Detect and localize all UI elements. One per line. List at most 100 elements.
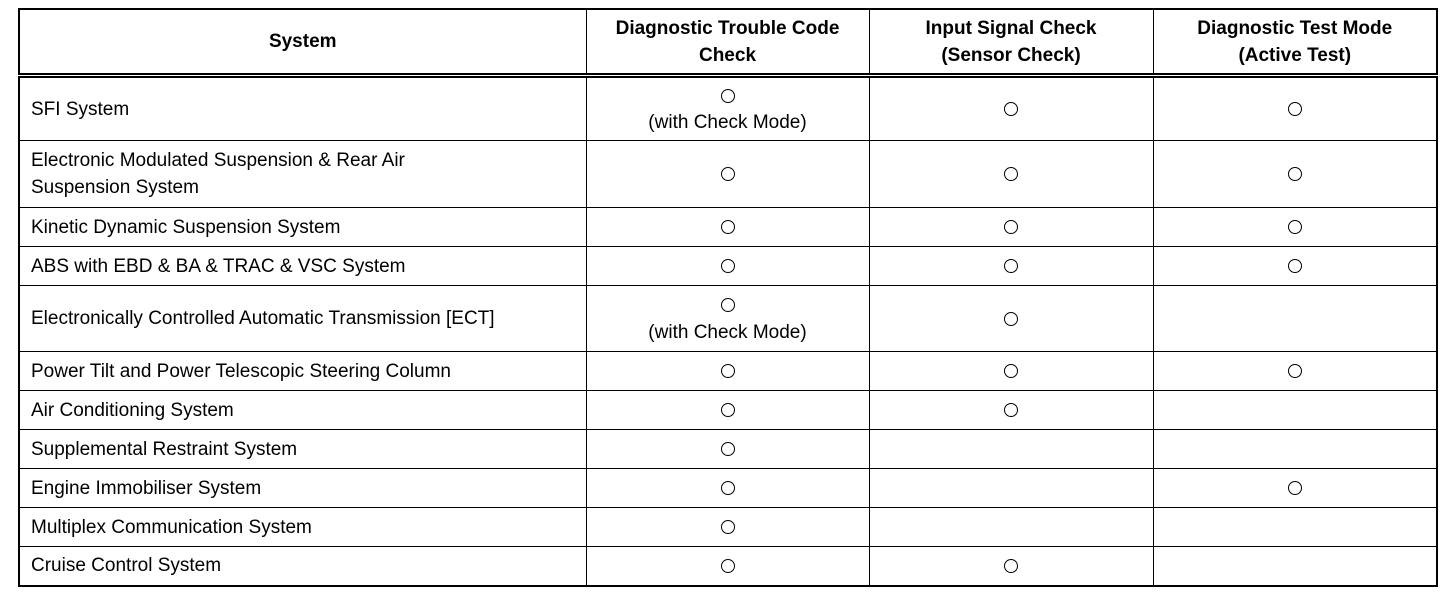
input-cell xyxy=(868,390,1154,430)
circle-mark-icon xyxy=(1287,167,1302,182)
table-row: Kinetic Dynamic Suspension System xyxy=(18,207,1438,247)
active-cell xyxy=(1152,140,1438,208)
header-text: System xyxy=(268,31,337,52)
column-header-diagnostic-trouble-code-check: Diagnostic Trouble Code Check xyxy=(585,8,870,78)
active-cell xyxy=(1152,468,1438,508)
circle-mark-icon xyxy=(720,559,735,574)
table-row: Air Conditioning System xyxy=(18,390,1438,430)
active-cell xyxy=(1152,390,1438,430)
input-cell xyxy=(868,546,1154,586)
circle-mark-icon xyxy=(1004,403,1018,418)
active-cell xyxy=(1152,429,1438,469)
dtc-cell xyxy=(585,246,870,286)
dtc-cell xyxy=(585,207,870,247)
table-row: Engine Immobiliser System xyxy=(18,468,1438,508)
system-name: SFI System xyxy=(31,98,130,120)
dtc-cell xyxy=(585,468,870,508)
system-name: ABS with EBD & BA & TRAC & VSC System xyxy=(31,255,406,277)
system-name-cell: SFI System xyxy=(18,75,587,141)
circle-mark-icon xyxy=(720,167,735,182)
system-name-cell: Cruise Control System xyxy=(18,546,587,586)
circle-mark-icon xyxy=(1287,259,1302,274)
column-header-diagnostic-test-mode: Diagnostic Test Mode (Active Test) xyxy=(1152,8,1438,78)
system-name: Engine Immobiliser System xyxy=(31,477,262,499)
system-name: Electronically Controlled Automatic Tran… xyxy=(31,308,495,329)
header-text: Diagnostic Trouble Code xyxy=(615,17,840,39)
active-cell xyxy=(1152,507,1438,547)
circle-mark-icon xyxy=(1287,364,1302,379)
dtc-cell xyxy=(585,546,870,586)
circle-mark-icon xyxy=(1287,481,1302,496)
circle-mark-icon xyxy=(1004,364,1018,379)
dtc-cell xyxy=(585,507,870,547)
input-cell xyxy=(868,285,1154,352)
dtc-cell xyxy=(585,351,870,391)
system-name-cell: Engine Immobiliser System xyxy=(18,468,587,508)
circle-mark-icon xyxy=(1004,311,1018,326)
input-cell xyxy=(868,246,1154,286)
circle-mark-icon xyxy=(720,520,735,535)
dtc-cell: (with Check Mode) xyxy=(585,285,870,352)
input-cell xyxy=(868,140,1154,208)
dtc-cell xyxy=(585,140,870,208)
system-name-cell: Supplemental Restraint System xyxy=(18,429,587,469)
circle-mark-icon xyxy=(720,88,735,103)
header-text: (Sensor Check) xyxy=(941,44,1081,66)
dtc-cell xyxy=(585,429,870,469)
system-name-cell: Air Conditioning System xyxy=(18,390,587,430)
system-name: Power Tilt and Power Telescopic Steering… xyxy=(31,360,451,382)
table-row: Multiplex Communication System xyxy=(18,507,1438,547)
circle-mark-icon xyxy=(720,442,735,457)
circle-mark-icon xyxy=(720,259,735,274)
input-cell xyxy=(868,75,1154,141)
table-row: SFI System (with Check Mode) xyxy=(18,75,1438,141)
diagnostic-function-table: System Diagnostic Trouble Code Check Input … xyxy=(18,8,1438,587)
table-row: Cruise Control System xyxy=(18,546,1438,586)
active-cell xyxy=(1152,246,1438,286)
active-cell xyxy=(1152,351,1438,391)
circle-mark-icon xyxy=(720,364,735,379)
circle-mark-icon xyxy=(1287,220,1302,235)
input-cell xyxy=(868,351,1154,391)
system-name: Cruise Control System xyxy=(31,555,222,577)
column-header-input-signal-check: Input Signal Check (Sensor Check) xyxy=(868,8,1154,78)
input-cell xyxy=(868,468,1154,508)
table-row: Electronically Controlled Automatic Tran… xyxy=(18,285,1438,352)
system-name: Kinetic Dynamic Suspension System xyxy=(31,216,341,238)
system-name: Supplemental Restraint System xyxy=(31,438,298,460)
system-name-cell: ABS with EBD & BA & TRAC & VSC System xyxy=(18,246,587,286)
circle-mark-icon xyxy=(1004,102,1018,117)
system-name-cell: Kinetic Dynamic Suspension System xyxy=(18,207,587,247)
dtc-cell xyxy=(585,390,870,430)
system-name-cell: Power Tilt and Power Telescopic Steering… xyxy=(18,351,587,391)
circle-mark-icon xyxy=(720,481,735,496)
system-name-cell: Multiplex Communication System xyxy=(18,507,587,547)
circle-mark-icon xyxy=(1287,102,1302,117)
circle-mark-icon xyxy=(720,298,735,313)
input-cell xyxy=(868,207,1154,247)
header-text: Diagnostic Test Mode xyxy=(1197,17,1393,39)
input-cell xyxy=(868,429,1154,469)
circle-mark-icon xyxy=(720,403,735,418)
system-name-cell: Electronic Modulated Suspension & Rear A… xyxy=(18,140,587,208)
header-text: (Active Test) xyxy=(1238,44,1352,66)
active-cell xyxy=(1152,285,1438,352)
circle-mark-icon xyxy=(1004,559,1018,574)
circle-mark-icon xyxy=(1004,220,1018,235)
system-name: Multiplex Communication System xyxy=(31,516,312,538)
input-cell xyxy=(868,507,1154,547)
table-row: Electronic Modulated Suspension & Rear A… xyxy=(18,140,1438,208)
check-mode-note: (with Check Mode) xyxy=(648,321,807,343)
table-row: Power Tilt and Power Telescopic Steering… xyxy=(18,351,1438,391)
circle-mark-icon xyxy=(720,220,735,235)
header-text: Check xyxy=(698,44,757,66)
column-header-system: System xyxy=(18,8,587,78)
active-cell xyxy=(1152,207,1438,247)
circle-mark-icon xyxy=(1004,167,1018,182)
check-mode-note: (with Check Mode) xyxy=(648,112,807,133)
system-name: Air Conditioning System xyxy=(31,399,234,421)
system-name: Electronic Modulated Suspension & Rear A… xyxy=(31,150,405,171)
table-row: Supplemental Restraint System xyxy=(18,429,1438,469)
active-cell xyxy=(1152,75,1438,141)
table-row: ABS with EBD & BA & TRAC & VSC System xyxy=(18,246,1438,286)
